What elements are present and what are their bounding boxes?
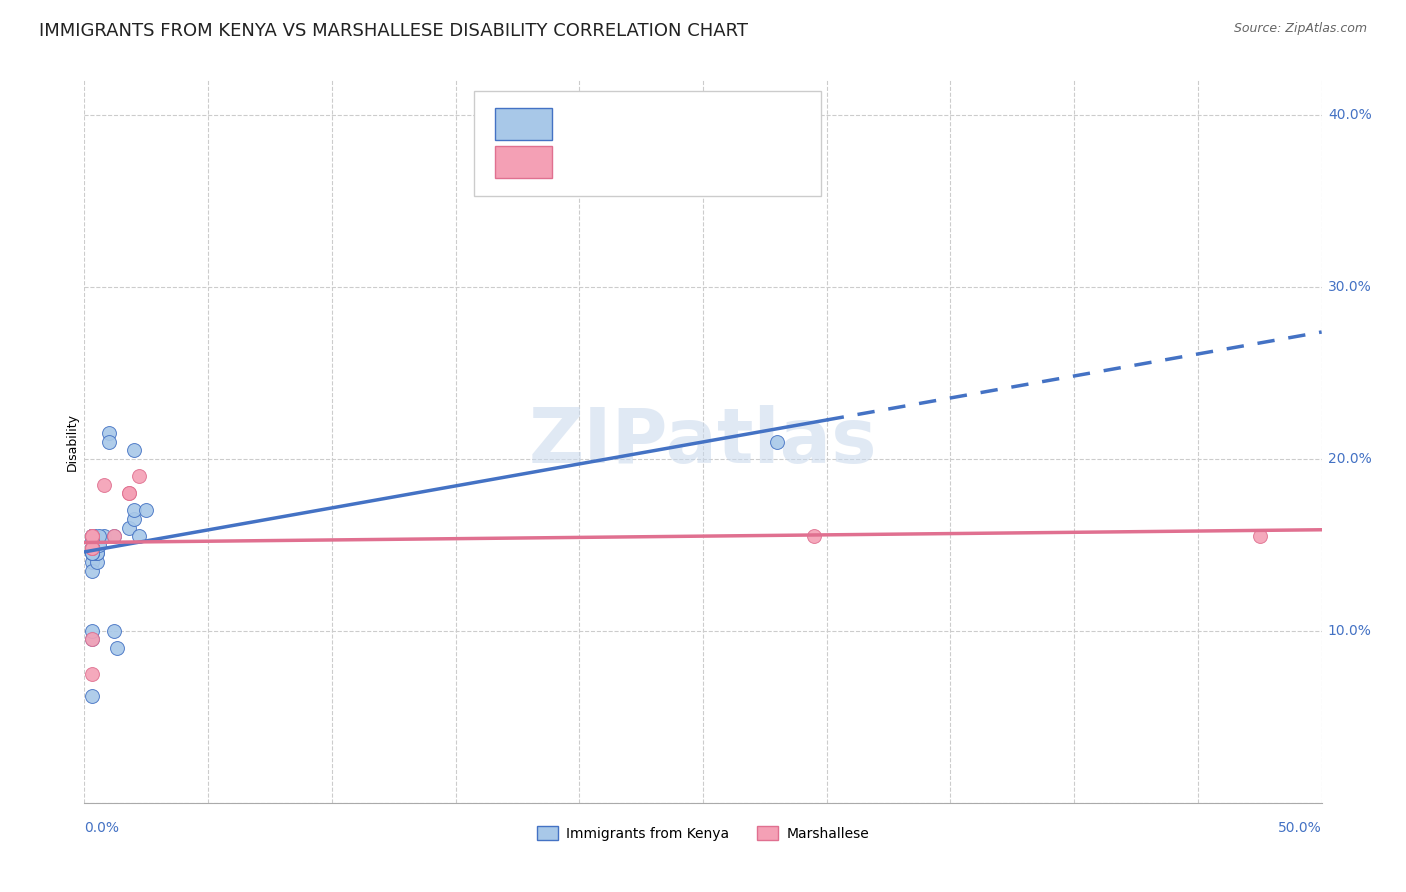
Point: [83, 529, 105, 543]
Point: [80, 666, 103, 681]
Point: [86, 555, 108, 569]
Point: [1249, 529, 1271, 543]
Text: IMMIGRANTS FROM KENYA VS MARSHALLESE DISABILITY CORRELATION CHART: IMMIGRANTS FROM KENYA VS MARSHALLESE DIS…: [39, 22, 748, 40]
Point: [80, 541, 103, 556]
Point: [98, 425, 121, 440]
Point: [86, 546, 108, 560]
Point: [105, 640, 128, 655]
Text: N =: N =: [672, 116, 706, 131]
Point: [118, 520, 141, 534]
Point: [80, 534, 103, 549]
Point: [80, 529, 103, 543]
FancyBboxPatch shape: [474, 91, 821, 196]
Text: 30.0%: 30.0%: [1327, 280, 1372, 293]
Point: [89, 529, 111, 543]
Text: N =: N =: [672, 154, 706, 169]
Point: [128, 529, 150, 543]
Point: [80, 529, 103, 543]
Point: [98, 434, 121, 449]
Point: [80, 689, 103, 703]
Point: [83, 529, 105, 543]
Text: 16: 16: [709, 154, 728, 169]
Point: [80, 632, 103, 647]
Point: [80, 546, 103, 560]
Text: 0.105: 0.105: [598, 116, 641, 131]
Point: [80, 529, 103, 543]
Point: [122, 512, 145, 526]
Point: [122, 503, 145, 517]
Point: [803, 529, 825, 543]
Text: 40.0%: 40.0%: [1327, 108, 1372, 121]
Point: [80, 529, 103, 543]
Point: [118, 486, 141, 500]
Legend: Immigrants from Kenya, Marshallese: Immigrants from Kenya, Marshallese: [531, 821, 875, 847]
Point: [80, 541, 103, 556]
Text: 20.0%: 20.0%: [1327, 451, 1372, 466]
Point: [80, 624, 103, 638]
Point: [80, 541, 103, 556]
Text: 39: 39: [709, 116, 728, 131]
Text: 10.0%: 10.0%: [1327, 624, 1372, 638]
Point: [122, 443, 145, 458]
Point: [103, 529, 125, 543]
Point: [80, 546, 103, 560]
Point: [80, 546, 103, 560]
Point: [93, 477, 115, 491]
Point: [86, 546, 108, 560]
Point: [80, 529, 103, 543]
Point: [80, 529, 103, 543]
Point: [103, 529, 125, 543]
Point: [80, 541, 103, 556]
FancyBboxPatch shape: [495, 146, 553, 178]
Point: [80, 541, 103, 556]
Text: Source: ZipAtlas.com: Source: ZipAtlas.com: [1233, 22, 1367, 36]
Point: [118, 486, 141, 500]
Point: [80, 632, 103, 647]
Point: [89, 538, 111, 552]
Point: [80, 529, 103, 543]
Point: [103, 624, 125, 638]
Point: [80, 541, 103, 556]
Point: [80, 541, 103, 556]
Text: 50.0%: 50.0%: [1278, 821, 1322, 835]
Point: [93, 529, 115, 543]
Text: R =: R =: [561, 116, 593, 131]
Point: [80, 541, 103, 556]
FancyBboxPatch shape: [495, 108, 553, 139]
Text: ZIPatlas: ZIPatlas: [529, 405, 877, 478]
Point: [80, 555, 103, 569]
Point: [766, 434, 789, 449]
Point: [135, 503, 157, 517]
Point: [80, 564, 103, 578]
Point: [80, 541, 103, 556]
Y-axis label: Disability: Disability: [66, 412, 79, 471]
Point: [80, 529, 103, 543]
Point: [128, 469, 150, 483]
Text: R =: R =: [561, 154, 593, 169]
Text: 0.0%: 0.0%: [84, 821, 120, 835]
Text: 0.114: 0.114: [598, 154, 641, 169]
